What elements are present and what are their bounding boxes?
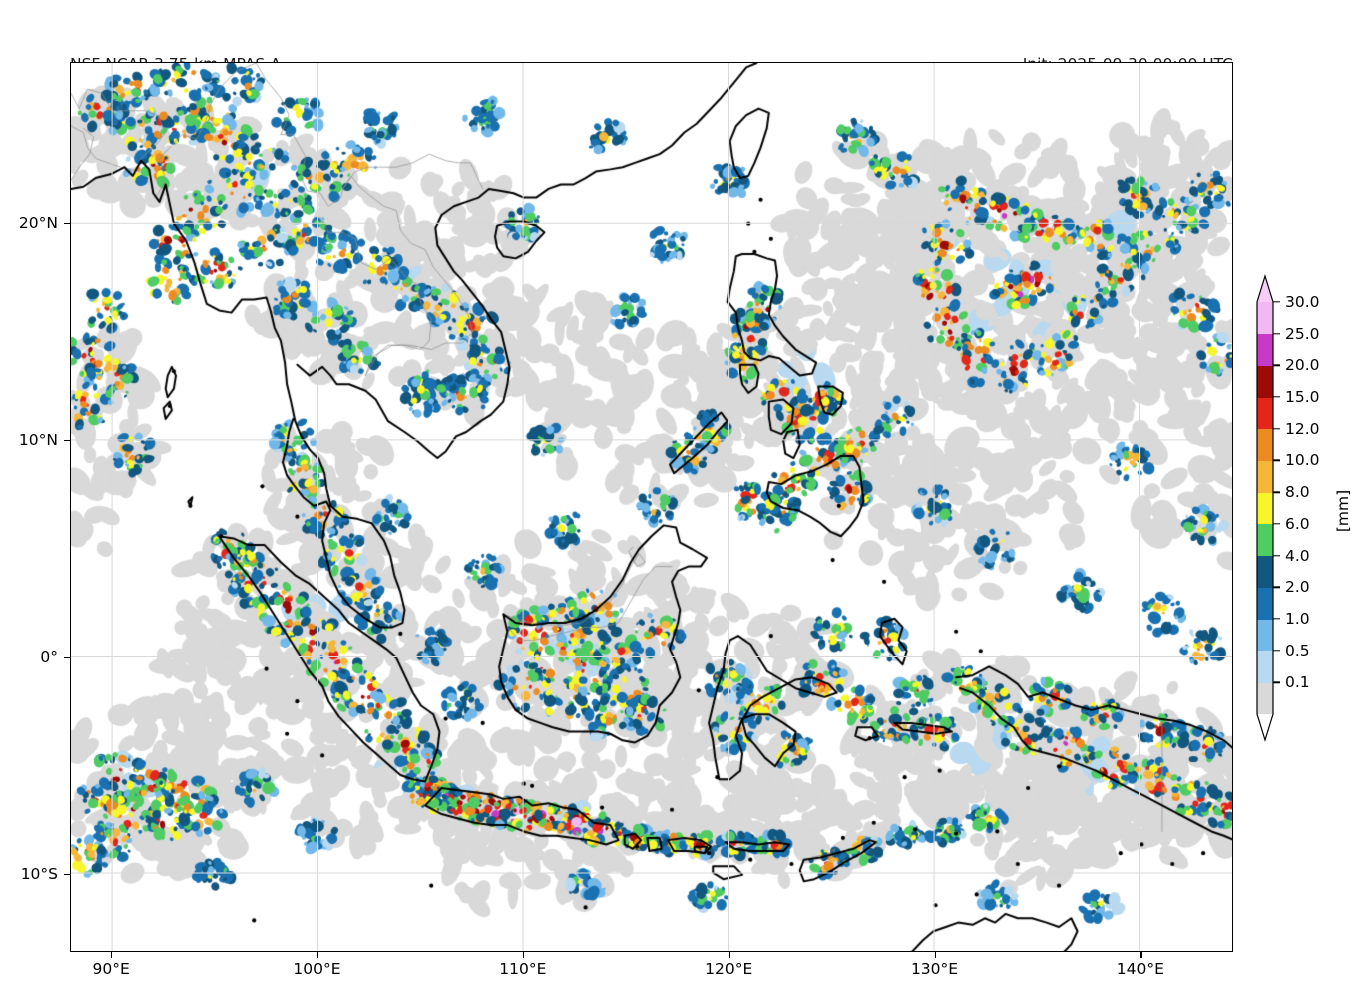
colorbar-tick-mark [1273,364,1280,367]
x-tick-label: 110°E [499,960,547,978]
y-tick-mark [64,222,70,224]
colorbar-band [1257,618,1273,652]
colorbar-tick-mark [1273,301,1280,303]
x-tick-mark [111,952,113,958]
colorbar-tick-label: 25.0 [1285,324,1320,343]
x-tick-label: 90°E [92,960,130,978]
y-tick-label: 10°N [18,430,58,449]
colorbar-tick-mark [1273,649,1280,652]
colorbar-band [1257,365,1273,398]
x-tick-label: 120°E [705,960,753,978]
colorbar-unit-label: [mm] [1334,489,1352,533]
colorbar-tick-label: 20.0 [1285,356,1320,375]
map-canvas [71,63,1232,951]
colorbar-band [1257,492,1273,525]
colorbar-tick-mark [1273,681,1280,683]
colorbar-band [1257,682,1273,715]
colorbar-tick-label: 15.0 [1285,388,1320,407]
y-tick-label: 10°S [20,864,58,883]
y-axis-labels: 20°N 10°N 0° 10°S [0,0,70,997]
y-tick-mark [64,439,70,441]
x-tick-mark [317,952,319,958]
colorbar-band [1257,302,1273,335]
colorbar-tick-label: 6.0 [1285,514,1310,533]
colorbar-tick-label: 10.0 [1285,451,1320,470]
colorbar-tick-label: 0.1 [1285,673,1310,692]
colorbar-tick-mark [1273,586,1280,588]
colorbar-tick-mark [1273,459,1280,462]
y-tick-label: 0° [40,647,58,666]
colorbar-tick-label: 0.5 [1285,641,1310,660]
colorbar-bands [1257,302,1273,715]
colorbar-band [1257,523,1273,557]
y-tick-label: 20°N [18,213,58,232]
colorbar-band [1257,460,1273,493]
y-tick-mark [64,873,70,876]
colorbar-tick-mark [1273,428,1280,430]
colorbar: 0.1 0.5 1.0 2.0 4.0 6.0 8.0 10.0 12.0 15.0 20.0 25.… [1248,273,1366,746]
colorbar-tick-mark [1273,554,1280,557]
colorbar-band [1257,333,1273,366]
colorbar-tick-mark [1273,332,1280,335]
x-tick-label: 130°E [910,960,959,978]
x-tick-label: 100°E [293,960,341,978]
x-tick-mark [934,952,936,958]
colorbar-band [1257,587,1273,620]
colorbar-tick-label: 4.0 [1285,546,1310,565]
colorbar-tick-mark [1273,618,1280,620]
y-tick-mark [64,656,70,659]
colorbar-tick-label: 30.0 [1285,293,1320,311]
x-tick-label: 140°E [1116,960,1164,978]
colorbar-extend-tip [1257,276,1273,302]
colorbar-tick-mark [1273,396,1280,398]
colorbar-band [1257,397,1273,430]
colorbar-tick-label: 8.0 [1285,483,1310,502]
colorbar-extend-tip [1257,714,1273,740]
colorbar-tick-mark [1273,523,1280,525]
x-tick-mark [1140,952,1142,958]
colorbar-band [1257,650,1273,683]
x-tick-mark [522,952,525,958]
colorbar-band [1257,555,1273,588]
colorbar-band [1257,428,1273,462]
colorbar-tick-label: 1.0 [1285,609,1310,628]
colorbar-tick-label: 2.0 [1285,578,1310,597]
precipitation-map [70,62,1233,952]
x-tick-mark [728,952,730,958]
colorbar-tick-mark [1273,491,1280,493]
colorbar-tick-label: 12.0 [1285,419,1320,438]
